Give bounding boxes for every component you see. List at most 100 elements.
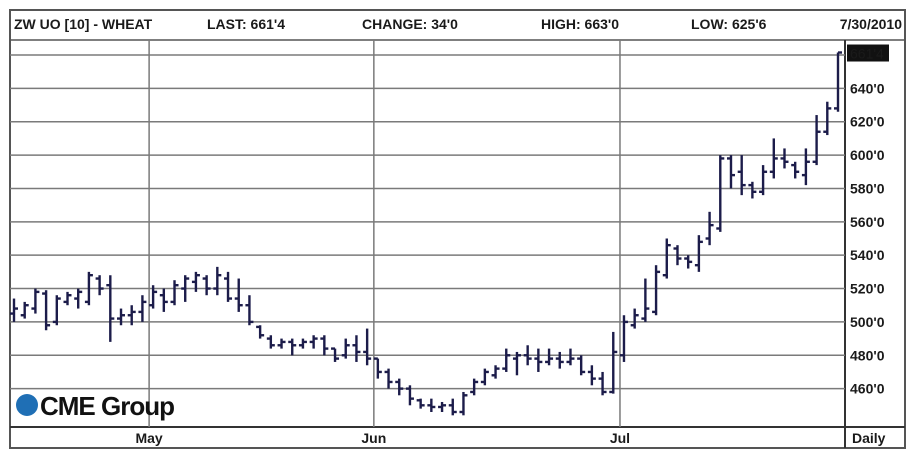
ohlc-bar [373,357,382,379]
ohlc-bar [587,365,596,386]
ohlc-bar [52,295,61,326]
ohlc-bar [277,338,286,349]
ohlc-bar [780,148,789,169]
ohlc-bar [577,355,586,376]
ohlc-bar [202,275,211,296]
gridlines [10,40,845,427]
ohlc-bar [181,275,190,302]
ohlc-bar [555,351,564,369]
ohlc-bar [448,398,457,416]
ohlc-bar [716,155,725,232]
ohlc-bar [491,365,500,379]
month-tick-label: May [135,430,162,446]
ohlc-bar [791,161,800,179]
time-axis-labels: May Jun Jul [135,430,630,446]
low-price: LOW: 625'6 [691,16,767,32]
ohlc-bar [726,155,735,189]
ohlc-bar [823,101,832,136]
ohlc-bar [748,181,757,199]
ohlc-bar [427,398,436,412]
month-tick-label: Jul [610,430,630,446]
ohlc-bar [95,275,104,296]
ohlc-bar [395,378,404,396]
ohlc-bar [363,328,372,366]
ohlc-bar [812,115,821,166]
ohlc-bar [566,348,575,366]
ohlc-bar [352,335,361,362]
ohlc-bar [84,271,93,306]
symbol-title: ZW UO [10] - WHEAT [14,16,153,32]
ohlc-bar [213,266,222,296]
price-tick-label: 520'0 [850,281,885,297]
chart-date: 7/30/2010 [840,16,902,32]
ohlc-bar [63,291,72,306]
ohlc-bar [652,265,661,316]
ohlc-bar [20,301,29,319]
ohlc-bar [341,338,350,359]
chart-header: ZW UO [10] - WHEAT LAST: 661'4 CHANGE: 3… [14,16,902,32]
ohlc-bar [309,335,318,349]
price-tick-label: 580'0 [850,180,885,196]
ohlc-bar [10,298,18,322]
ohlc-bar [705,211,714,246]
period-label: Daily [852,430,886,446]
ohlc-bar [480,368,489,386]
ohlc-bar [619,315,628,362]
ohlc-bar [769,138,778,179]
last-price-label: 661'4 [850,46,884,62]
high-price: HIGH: 663'0 [541,16,619,32]
ohlc-bar [502,348,511,372]
ohlc-bar [801,148,810,186]
ohlc-bar [534,348,543,372]
last-price-box [847,44,889,62]
ohlc-bar [170,280,179,306]
ohlc-bar [512,351,521,376]
ohlc-bar [598,371,607,396]
ohlc-bar [117,308,126,326]
ohlc-bar [834,51,842,112]
price-tick-label: 480'0 [850,347,885,363]
ohlc-bar [673,245,682,266]
ohlc-bar [630,308,639,329]
cme-group-logo: CME Group [16,391,175,421]
ohlc-bar [288,338,297,356]
ohlc-bar [737,155,746,196]
last-price: LAST: 661'4 [207,16,285,32]
ohlc-bar [298,338,307,349]
price-tick-label: 600'0 [850,147,885,163]
change: CHANGE: 34'0 [362,16,458,32]
chart-frame [9,9,906,449]
ohlc-bar [331,347,340,362]
ohlc-bar [438,401,447,412]
ohlc-bar [384,368,393,389]
logo-text: CME Group [40,391,174,421]
ohlc-bar [256,325,265,339]
ohlc-bars [10,51,842,416]
cme-globe-icon [16,394,38,416]
ohlc-bar [138,295,147,322]
ohlc-bar [759,165,768,196]
ohlc-bar [405,385,414,406]
ohlc-bar [127,305,136,326]
ohlc-bar [523,345,532,366]
ohlc-bar [470,378,479,396]
ohlc-bar [149,285,158,309]
price-tick-label: 460'0 [850,381,885,397]
ohlc-bar [245,295,254,326]
price-tick-label: 540'0 [850,247,885,263]
price-tick-label: 500'0 [850,314,885,330]
last-price-marker: 661'4 [847,44,889,62]
price-tick-label: 560'0 [850,214,885,230]
ohlc-bar [234,278,243,312]
ohlc-bar [684,255,693,269]
ohlc-bar [459,391,468,416]
ohlc-bar [74,288,83,309]
ohlc-bar [42,290,51,331]
price-axis-labels: 460'0 480'0 500'0 520'0 540'0 560'0 580'0 600'0… [850,80,885,396]
ohlc-bar [609,331,618,394]
ohlc-bar [320,335,329,356]
ohlc-bar [545,348,554,366]
ohlc-bar [266,335,275,349]
ohlc-bar [694,235,703,272]
ohlc-bar [662,238,671,279]
